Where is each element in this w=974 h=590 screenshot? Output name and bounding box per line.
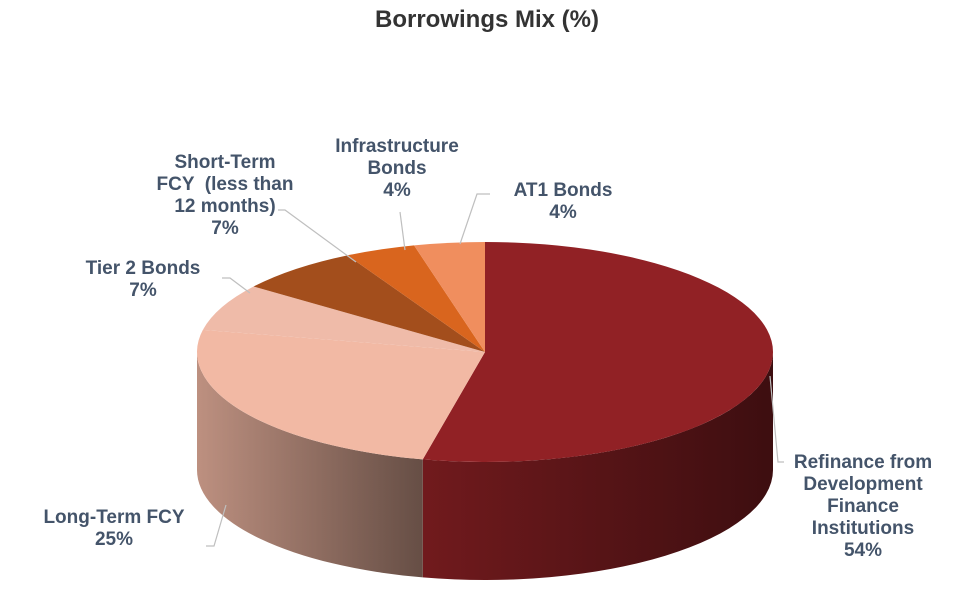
slice-label-3: Short-Term FCY (less than 12 months) 7% — [157, 152, 294, 240]
slice-value-label: 25% — [94, 529, 134, 550]
leader-line-0 — [769, 375, 784, 463]
slice-label-0: Refinance from Development Finance Institut… — [794, 452, 932, 562]
slice-label-2: Tier 2 Bonds 7% — [86, 258, 201, 302]
slice-label-line: Refinance from — [793, 452, 933, 473]
pie-slice-0 — [422, 242, 774, 462]
slice-label-line: FCY (less than — [156, 174, 294, 195]
pie-slice-side-0 — [422, 352, 773, 580]
slice-value-label: 4% — [549, 202, 577, 223]
slice-label-line: Long-Term FCY — [43, 507, 185, 528]
pie-slice-2 — [202, 286, 485, 352]
pie-slice-3 — [253, 255, 485, 352]
slice-label-line: Infrastructure — [335, 136, 459, 157]
pie-slice-5 — [414, 242, 485, 352]
leader-line-4 — [399, 211, 406, 251]
pie-slice-1 — [197, 329, 485, 460]
slice-value-label: 7% — [129, 280, 157, 301]
slice-label-line: Development — [803, 474, 923, 495]
slice-label-1: Long-Term FCY 25% — [43, 507, 184, 551]
slice-label-4: Infrastructure Bonds 4% — [335, 136, 459, 202]
slice-label-line: AT1 Bonds — [513, 180, 613, 201]
slice-value-label: 7% — [211, 218, 239, 239]
pie-slice-side-1 — [197, 352, 423, 578]
slice-label-line: Institutions — [811, 518, 915, 539]
slice-value-label: 54% — [843, 540, 883, 561]
slice-label-line: Short-Term — [174, 152, 276, 173]
slice-value-label: 4% — [383, 180, 411, 201]
slice-label-line: Bonds — [367, 158, 427, 179]
slice-label-line: Finance — [827, 496, 899, 517]
slice-label-line: 12 months) — [174, 196, 276, 217]
leader-line-5 — [459, 193, 490, 245]
chart-title: Borrowings Mix (%) — [374, 6, 599, 33]
leader-line-1 — [206, 504, 227, 547]
pie-slice-4 — [347, 245, 485, 352]
leader-line-3 — [278, 209, 357, 263]
leader-line-2 — [222, 277, 251, 294]
slice-label-5: AT1 Bonds 4% — [514, 180, 613, 224]
slice-label-line: Tier 2 Bonds — [85, 258, 201, 279]
